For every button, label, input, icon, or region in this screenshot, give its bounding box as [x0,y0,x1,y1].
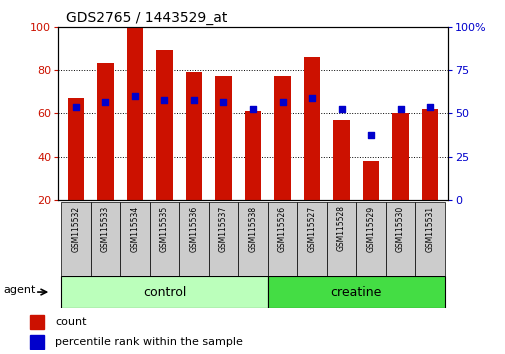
FancyBboxPatch shape [208,202,238,276]
Text: GSM115536: GSM115536 [189,205,198,252]
Bar [304,57,320,200]
Point [396,106,404,112]
Text: GSM115534: GSM115534 [130,205,139,252]
FancyBboxPatch shape [385,202,415,276]
Text: GSM115533: GSM115533 [100,205,110,252]
Point [308,95,316,101]
Bar [97,63,113,200]
Point [219,99,227,105]
Bar [68,98,84,200]
Point [160,97,168,103]
FancyBboxPatch shape [179,202,208,276]
Text: GSM115531: GSM115531 [425,205,434,252]
Bar [362,161,378,200]
FancyBboxPatch shape [356,202,385,276]
FancyBboxPatch shape [120,202,149,276]
Text: count: count [55,318,86,327]
Bar [30,335,44,348]
FancyBboxPatch shape [326,202,356,276]
Bar [421,109,437,200]
Bar [185,72,201,200]
Point [366,132,374,138]
Bar [215,76,231,200]
Bar [30,315,44,329]
FancyBboxPatch shape [267,276,444,308]
Text: GSM115537: GSM115537 [219,205,228,252]
Point [248,106,257,112]
Point [278,99,286,105]
FancyBboxPatch shape [61,276,267,308]
Bar [244,111,261,200]
Bar [333,120,349,200]
Point [72,104,80,110]
Text: GSM115532: GSM115532 [71,205,80,252]
Text: creatine: creatine [330,286,381,298]
FancyBboxPatch shape [149,202,179,276]
Text: GSM115527: GSM115527 [307,205,316,252]
Bar [392,113,408,200]
Text: GSM115526: GSM115526 [277,205,286,252]
Point [337,106,345,112]
Text: GSM115528: GSM115528 [336,205,345,251]
Point [189,97,197,103]
Point [101,99,109,105]
Point [131,93,139,99]
Text: agent: agent [3,285,35,296]
Bar [274,76,290,200]
Text: GSM115538: GSM115538 [248,205,257,252]
Text: control: control [142,286,186,298]
FancyBboxPatch shape [61,202,90,276]
FancyBboxPatch shape [90,202,120,276]
Point [425,104,433,110]
Text: GSM115535: GSM115535 [160,205,169,252]
FancyBboxPatch shape [267,202,297,276]
Bar [156,50,172,200]
FancyBboxPatch shape [297,202,326,276]
Bar [127,27,143,200]
Text: GSM115529: GSM115529 [366,205,375,252]
FancyBboxPatch shape [415,202,444,276]
Text: percentile rank within the sample: percentile rank within the sample [55,337,242,347]
Text: GSM115530: GSM115530 [395,205,405,252]
FancyBboxPatch shape [238,202,267,276]
Text: GDS2765 / 1443529_at: GDS2765 / 1443529_at [66,11,227,25]
